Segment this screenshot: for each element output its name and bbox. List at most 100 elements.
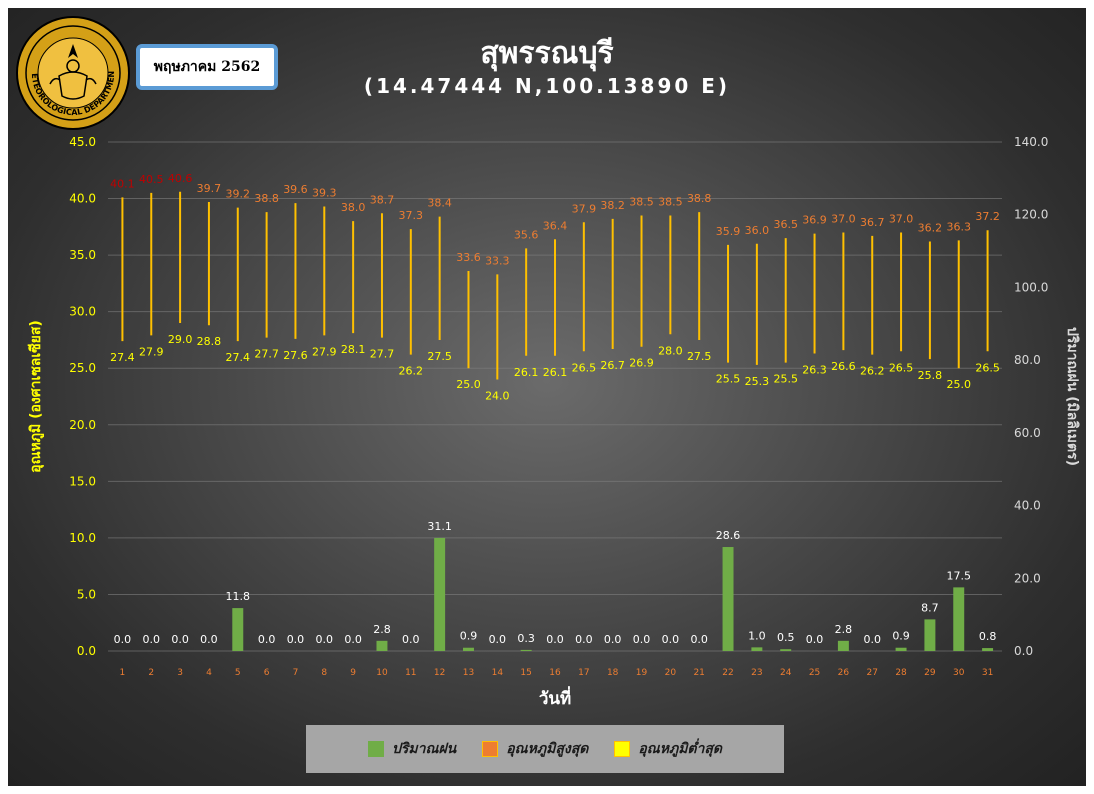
rain-bar [463, 647, 474, 651]
left-axis-tick-label: 35.0 [69, 248, 96, 262]
x-axis-tick-label: 17 [578, 668, 589, 678]
rain-data-label: 0.0 [863, 633, 881, 646]
tmin-data-label: 25.0 [946, 378, 971, 391]
rain-data-label: 28.6 [716, 529, 741, 542]
rain-data-label: 0.0 [575, 633, 593, 646]
x-axis-tick-label: 16 [549, 668, 561, 678]
legend-item-tmax: อุณหภูมิสูงสุด [482, 738, 588, 760]
tmin-data-label: 26.9 [629, 357, 654, 370]
tmin-data-label: 27.6 [283, 349, 308, 362]
rain-data-label: 0.9 [892, 630, 910, 643]
rain-data-label: 31.1 [427, 520, 452, 533]
tmax-data-label: 40.5 [139, 173, 164, 186]
x-axis-tick-label: 15 [520, 668, 531, 678]
left-axis-tick-label: 20.0 [69, 418, 96, 432]
tmin-data-label: 26.3 [802, 364, 827, 377]
chart-legend: ปริมาณฝน อุณหภูมิสูงสุด อุณหภูมิต่ำสุด [306, 725, 784, 773]
tmin-data-label: 27.4 [226, 351, 251, 364]
tmin-data-label: 26.5 [572, 361, 597, 374]
tmax-data-label: 37.0 [831, 212, 856, 225]
left-axis-tick-label: 0.0 [77, 644, 96, 658]
x-axis-tick-label: 12 [434, 668, 445, 678]
rain-data-label: 0.0 [546, 633, 564, 646]
right-axis-tick-label: 0.0 [1014, 644, 1033, 658]
x-axis-tick-label: 3 [177, 668, 183, 678]
legend-swatch-tmin [614, 741, 631, 757]
x-axis-tick-label: 1 [120, 668, 126, 678]
legend-label-tmin: อุณหภูมิต่ำสุด [638, 741, 723, 757]
legend-item-tmin: อุณหภูมิต่ำสุด [614, 738, 722, 760]
legend-swatch-tmax [482, 741, 499, 757]
x-axis-tick-label: 19 [636, 668, 648, 678]
rain-data-label: 0.0 [171, 633, 189, 646]
x-axis-tick-label: 13 [463, 668, 474, 678]
left-axis-tick-label: 15.0 [69, 474, 96, 488]
tmax-data-label: 38.4 [427, 197, 452, 210]
tmin-data-label: 28.8 [197, 335, 222, 348]
rain-bar [520, 649, 532, 651]
rain-data-label: 0.0 [316, 633, 334, 646]
tmax-data-label: 36.2 [918, 222, 943, 235]
tmax-data-label: 39.2 [226, 188, 251, 201]
x-axis-tick-label: 29 [924, 668, 936, 678]
left-axis-tick-label: 40.0 [69, 192, 96, 206]
rain-data-label: 0.0 [402, 633, 420, 646]
tmin-data-label: 25.5 [716, 373, 741, 386]
tmin-data-label: 27.5 [427, 350, 452, 363]
right-axis-tick-label: 100.0 [1014, 280, 1048, 294]
left-axis-tick-label: 10.0 [69, 531, 96, 545]
x-axis-tick-label: 6 [264, 668, 270, 678]
legend-label-rain: ปริมาณฝน [391, 741, 457, 757]
tmax-data-label: 33.3 [485, 254, 510, 267]
x-axis-tick-label: 7 [293, 668, 299, 678]
tmax-data-label: 35.9 [716, 225, 741, 238]
rain-data-label: 0.0 [143, 633, 161, 646]
rain-data-label: 0.8 [979, 630, 997, 643]
rain-data-label: 1.0 [748, 629, 766, 642]
tmax-data-label: 38.5 [629, 196, 654, 209]
rain-bar [232, 608, 244, 651]
rain-data-label: 0.0 [489, 633, 507, 646]
tmin-data-label: 29.0 [168, 333, 193, 346]
tmin-data-label: 26.2 [399, 365, 424, 378]
legend-swatch-rain [367, 741, 384, 757]
rain-bar [722, 547, 734, 651]
rain-data-label: 11.8 [226, 590, 251, 603]
x-axis-tick-label: 23 [751, 668, 762, 678]
right-axis-tick-label: 120.0 [1014, 208, 1048, 222]
tmax-data-label: 39.7 [197, 182, 222, 195]
x-axis-tick-label: 20 [665, 668, 677, 678]
left-axis-tick-label: 45.0 [69, 135, 96, 149]
tmin-data-label: 28.0 [658, 344, 683, 357]
tmin-data-label: 26.5 [889, 361, 914, 374]
x-axis-tick-label: 21 [693, 668, 704, 678]
right-axis-tick-label: 80.0 [1014, 353, 1041, 367]
x-axis-tick-label: 2 [148, 668, 154, 678]
tmin-data-label: 27.9 [139, 345, 164, 358]
x-axis-tick-label: 4 [206, 668, 212, 678]
rain-data-label: 0.9 [460, 630, 478, 643]
chart-frame: 0.0 5.0 10.0 15.0 20.0 25.0 30.0 35.0 40.0 45.0 0.… [8, 8, 1086, 786]
rain-bar [895, 647, 907, 651]
tmin-data-label: 25.0 [456, 378, 481, 391]
tmin-data-label: 26.1 [543, 366, 568, 379]
tmax-data-label: 37.9 [572, 202, 597, 215]
legend-label-tmax: อุณหภูมิสูงสุด [506, 741, 589, 757]
tmax-data-label: 36.7 [860, 216, 885, 229]
left-axis-tick-label: 5.0 [77, 587, 96, 601]
x-axis-title: วันที่ [539, 686, 571, 709]
left-axis-tick-label: 30.0 [69, 305, 96, 319]
x-axis-tick-label: 26 [838, 668, 850, 678]
tmax-data-label: 36.4 [543, 219, 568, 232]
tmin-data-label: 27.4 [110, 351, 135, 364]
x-axis-tick-label: 18 [607, 668, 619, 678]
tmin-data-label: 26.2 [860, 365, 885, 378]
rain-data-label: 0.5 [777, 631, 795, 644]
rain-bar [837, 640, 849, 651]
tmax-data-label: 36.3 [946, 220, 971, 233]
tmax-data-label: 36.9 [802, 214, 827, 227]
tmin-data-label: 25.3 [745, 375, 770, 388]
tmin-data-label: 26.6 [831, 360, 856, 373]
rain-bar [924, 619, 936, 651]
tmin-data-label: 25.8 [918, 369, 943, 382]
